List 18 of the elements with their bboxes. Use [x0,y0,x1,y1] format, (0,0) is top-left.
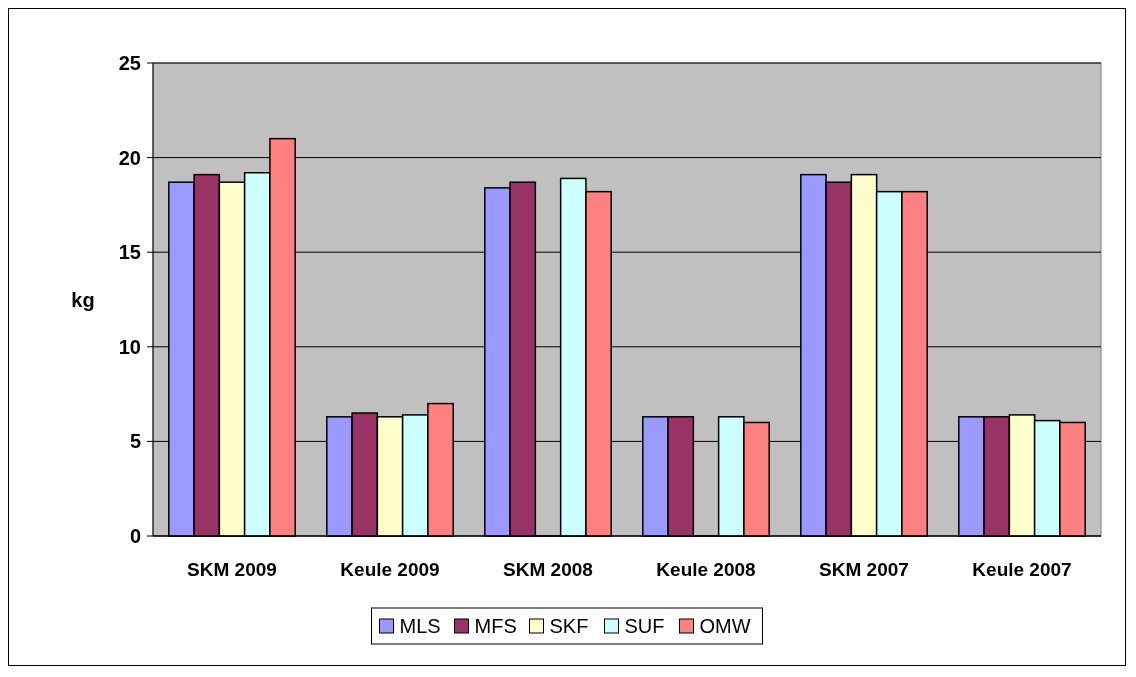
x-tick-label: Keule 2008 [656,559,756,580]
legend-label: SUF [624,615,665,637]
y-tick-label: 0 [129,525,141,547]
legend-label: SKF [549,615,589,637]
y-tick-label: 15 [118,241,141,264]
legend-label: MLS [399,615,441,637]
x-tick-label: SKM 2007 [819,559,909,580]
x-tick-label: Keule 2007 [972,559,1072,580]
y-tick-label: 20 [118,146,141,169]
x-tick-label: SKM 2009 [187,559,277,580]
x-tick-label: Keule 2009 [340,559,440,580]
y-tick-label: 10 [118,335,141,358]
y-tick-label: 25 [118,52,141,74]
y-tick-label: 5 [129,430,141,453]
legend-label: MFS [474,615,517,637]
legend-label: OMW [699,615,751,637]
y-axis-title: kg [71,288,95,311]
x-tick-label: SKM 2008 [503,559,593,580]
